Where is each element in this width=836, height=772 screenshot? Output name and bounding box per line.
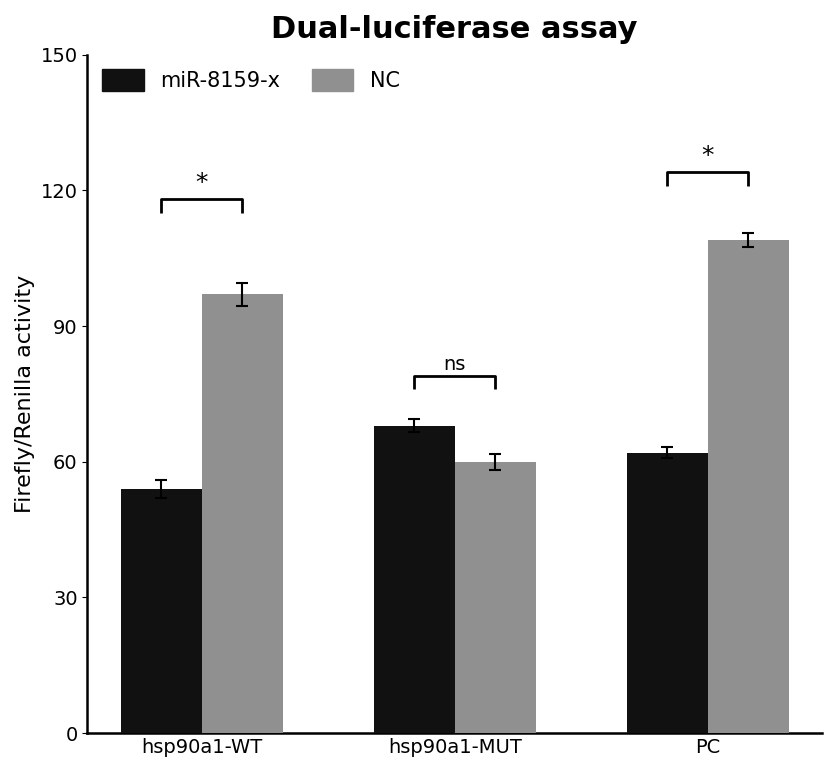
Bar <box>201 294 283 733</box>
Bar <box>120 489 201 733</box>
Text: *: * <box>701 144 713 168</box>
Title: Dual-luciferase assay: Dual-luciferase assay <box>271 15 637 44</box>
Bar <box>374 425 454 733</box>
Bar <box>706 240 788 733</box>
Text: *: * <box>196 171 207 195</box>
Text: ns: ns <box>443 354 466 374</box>
Y-axis label: Firefly/Renilla activity: Firefly/Renilla activity <box>15 275 35 513</box>
Bar <box>454 462 535 733</box>
Bar <box>626 452 706 733</box>
Legend: miR-8159-x, NC: miR-8159-x, NC <box>94 61 408 100</box>
